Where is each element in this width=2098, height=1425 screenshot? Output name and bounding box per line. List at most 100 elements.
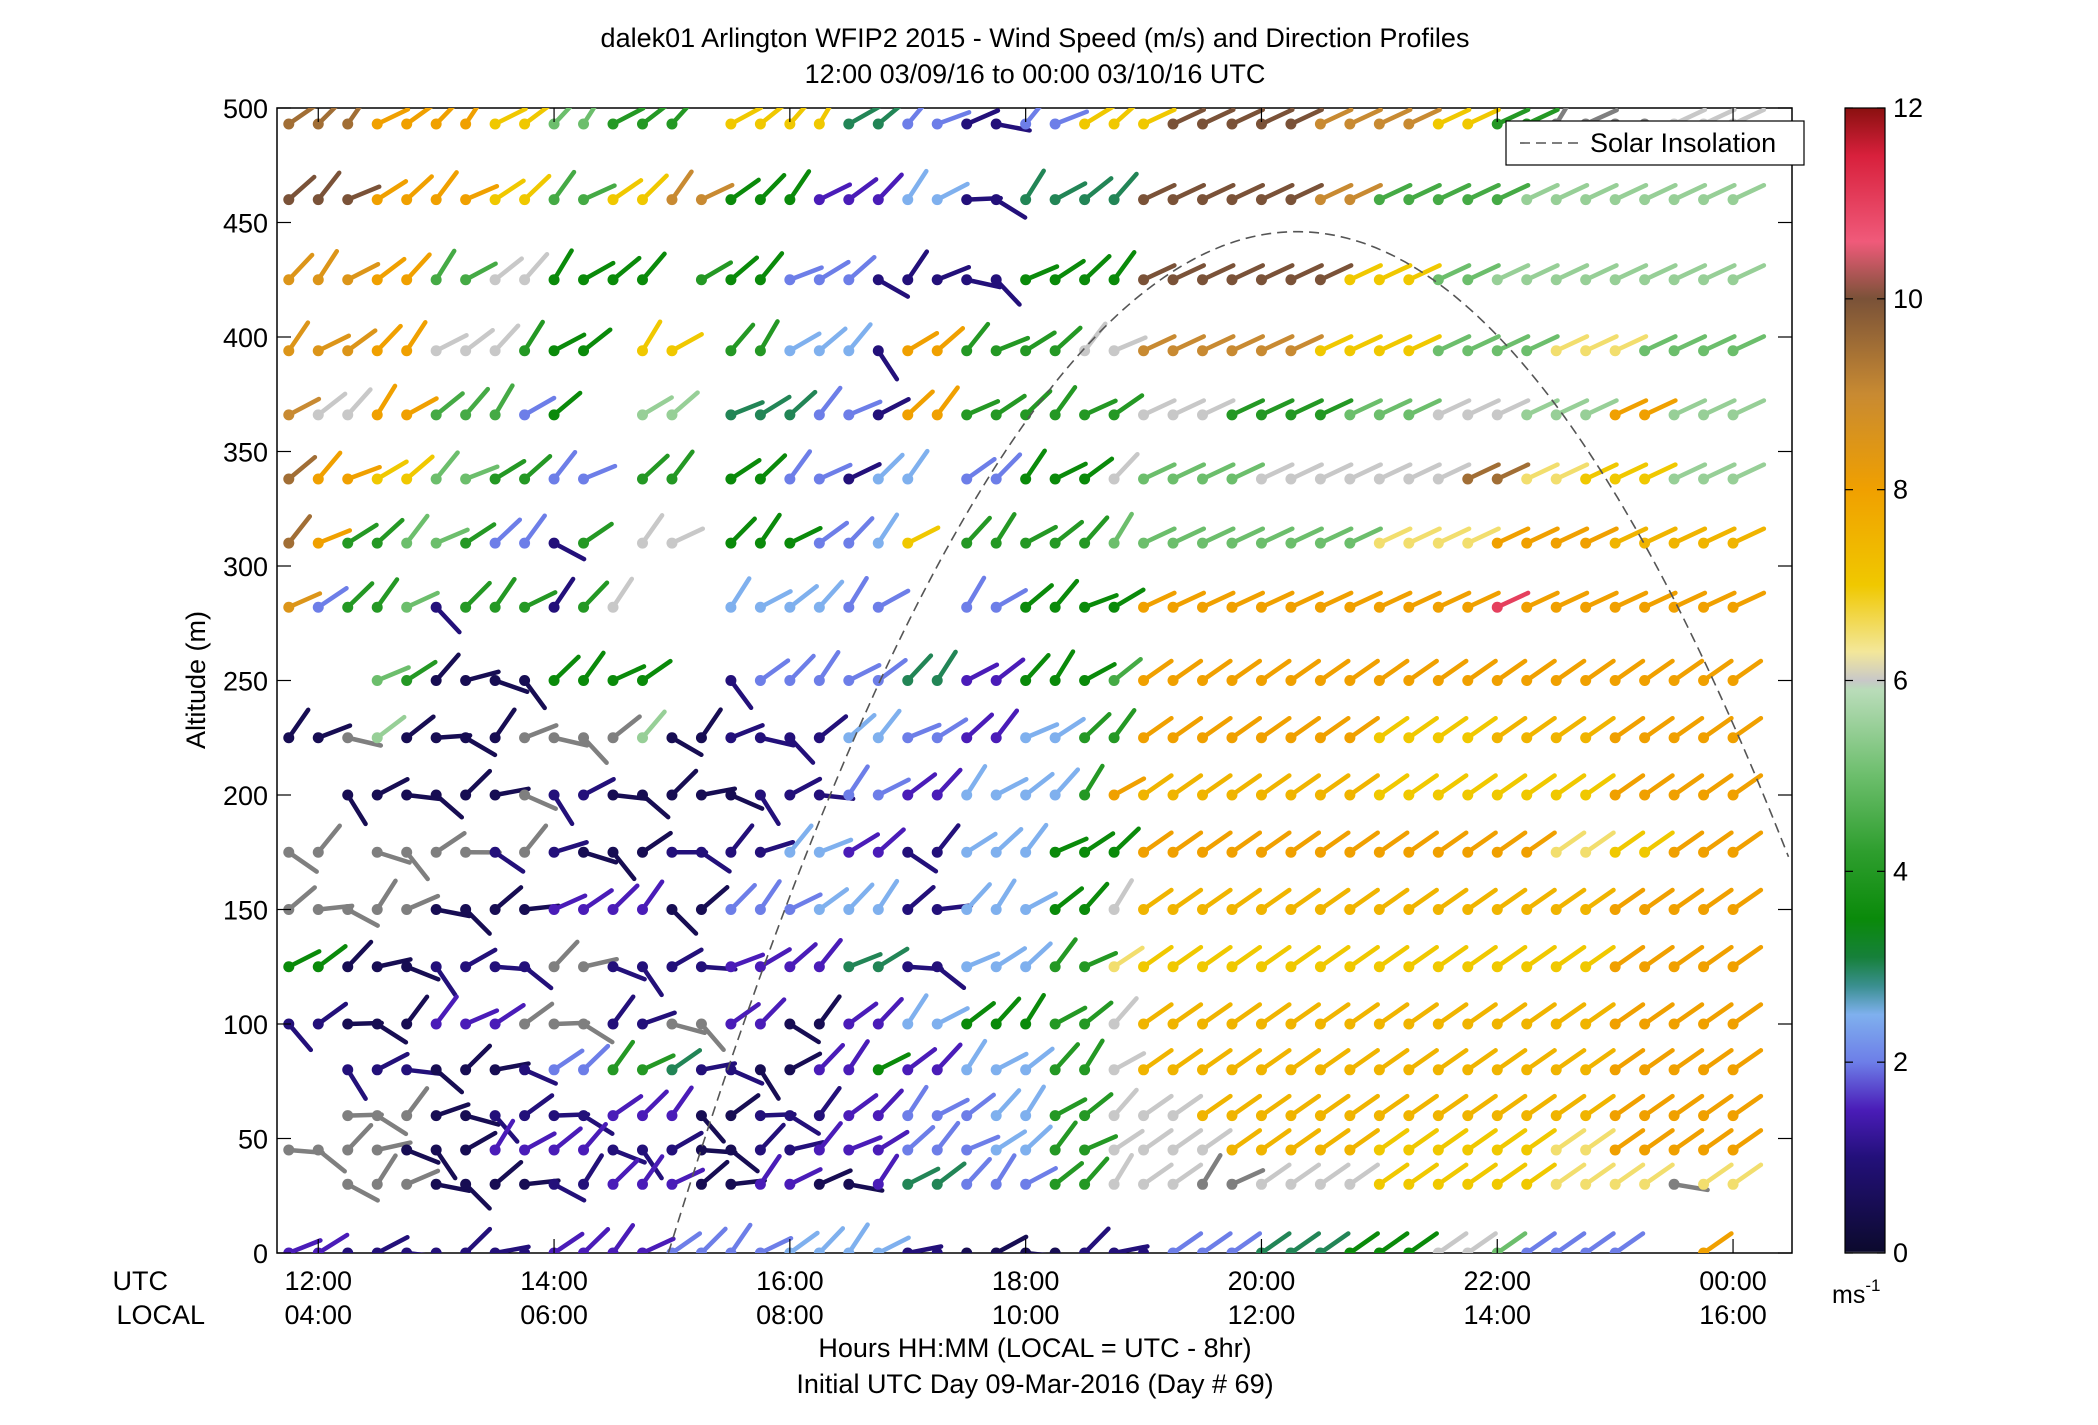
wind-barb-dot	[990, 537, 1002, 549]
wind-barb	[1671, 658, 1705, 683]
wind-barb-dot	[961, 274, 973, 286]
wind-barb-dot	[460, 904, 472, 915]
wind-barb	[699, 885, 730, 912]
wind-barb-dot	[1167, 194, 1179, 206]
wind-barb	[993, 1234, 1029, 1253]
wind-barb	[934, 385, 960, 418]
wind-barb-dot	[784, 537, 796, 549]
wind-barb-dot	[1285, 118, 1297, 130]
wind-barb-dot	[813, 1247, 825, 1253]
wind-barb	[1642, 462, 1678, 482]
wind-barb	[1229, 1093, 1263, 1118]
wind-barb	[1200, 830, 1233, 855]
wind-barb	[964, 1001, 996, 1027]
wind-barb	[581, 108, 597, 127]
wind-barb-dot	[1432, 1144, 1444, 1156]
wind-barb	[1553, 944, 1587, 969]
wind-barb	[728, 952, 766, 969]
wind-barb	[1642, 944, 1675, 969]
wind-barb-dot	[666, 1247, 678, 1253]
wind-barb-dot	[1403, 118, 1415, 130]
wind-barb	[286, 252, 315, 282]
wind-barb	[876, 348, 900, 382]
wind-barb-dot	[1255, 675, 1267, 686]
wind-barb	[1495, 1048, 1528, 1073]
wind-barb	[551, 1048, 585, 1073]
wind-barb	[993, 878, 1017, 912]
wind-barb-dot	[1285, 1110, 1297, 1122]
wind-barb	[699, 182, 735, 202]
wind-barb-dot	[961, 732, 973, 744]
wind-barb-dot	[371, 1018, 383, 1030]
wind-barb	[1259, 108, 1295, 127]
wind-barb	[846, 712, 877, 740]
wind-barb	[374, 665, 411, 683]
wind-barb	[993, 1051, 1029, 1073]
wind-barb-dot	[1550, 537, 1562, 549]
wind-barb	[876, 1129, 910, 1153]
wind-barb	[1701, 398, 1737, 418]
wind-barb	[345, 581, 375, 610]
wind-barb-dot	[784, 1064, 796, 1076]
wind-barb-dot	[636, 537, 648, 549]
wind-barb	[846, 882, 875, 912]
wind-barb-dot	[695, 789, 707, 801]
wind-barb-dot	[312, 732, 324, 744]
wind-barb-dot	[1255, 345, 1267, 357]
wind-barb-dot	[1727, 961, 1739, 973]
wind-barb-dot	[401, 675, 413, 686]
wind-barb-dot	[1049, 1247, 1061, 1253]
wind-barb-dot	[607, 194, 619, 206]
wind-barb	[728, 1067, 765, 1086]
wind-barb	[1141, 830, 1174, 855]
wind-barb-dot	[1138, 1144, 1150, 1156]
wind-barb-dot	[548, 601, 560, 613]
wind-barb	[1229, 526, 1266, 546]
wind-barb	[758, 735, 796, 748]
wind-barb-dot	[1255, 601, 1267, 613]
wind-barb-dot	[1432, 194, 1444, 206]
wind-barb	[1141, 182, 1177, 202]
wind-barb-dot	[342, 274, 354, 286]
wind-barb	[846, 1001, 879, 1027]
wind-barb-dot	[1727, 1018, 1739, 1030]
wind-barb	[1642, 334, 1678, 353]
wind-barb	[905, 108, 925, 127]
wind-barb-dot	[1079, 1018, 1091, 1030]
wind-barb-dot	[430, 846, 442, 858]
wind-barb-dot	[931, 732, 943, 744]
wind-barb-dot	[1432, 601, 1444, 613]
wind-barb-dot	[666, 473, 678, 485]
wind-barb	[1318, 108, 1354, 127]
wind-barb-dot	[666, 1018, 678, 1030]
wind-barb	[316, 585, 349, 610]
wind-barb-dot	[1491, 789, 1503, 801]
wind-barb-dot	[430, 118, 442, 130]
wind-barb	[581, 1121, 608, 1153]
wind-barb-dot	[312, 904, 324, 915]
wind-barb-dot	[1668, 409, 1680, 421]
y-axis-label: Altitude (m)	[181, 611, 211, 749]
wind-barb	[1701, 1128, 1734, 1153]
wind-barb	[522, 823, 549, 855]
wind-barb-dot	[1550, 1110, 1562, 1122]
wind-barb-dot	[607, 601, 619, 613]
wind-barb-dot	[1639, 846, 1651, 858]
wind-barb-dot	[1373, 789, 1385, 801]
wind-barb	[728, 108, 764, 127]
wind-barb-dot	[961, 1247, 973, 1253]
wind-barb-dot	[1580, 473, 1592, 485]
wind-barb-dot	[754, 409, 766, 421]
wind-barb-dot	[1138, 961, 1150, 973]
wind-barb	[374, 577, 400, 610]
wind-barb	[1347, 1162, 1380, 1187]
wind-barb-dot	[460, 789, 472, 801]
wind-barb-dot	[961, 675, 973, 686]
wind-barb-dot	[784, 601, 796, 613]
wind-barb-dot	[725, 1018, 737, 1030]
wind-barb	[905, 772, 938, 798]
wind-barb	[1642, 1093, 1675, 1118]
wind-barb	[1612, 1093, 1646, 1118]
wind-barb-dot	[489, 409, 501, 421]
wind-barb-dot	[1314, 846, 1326, 858]
